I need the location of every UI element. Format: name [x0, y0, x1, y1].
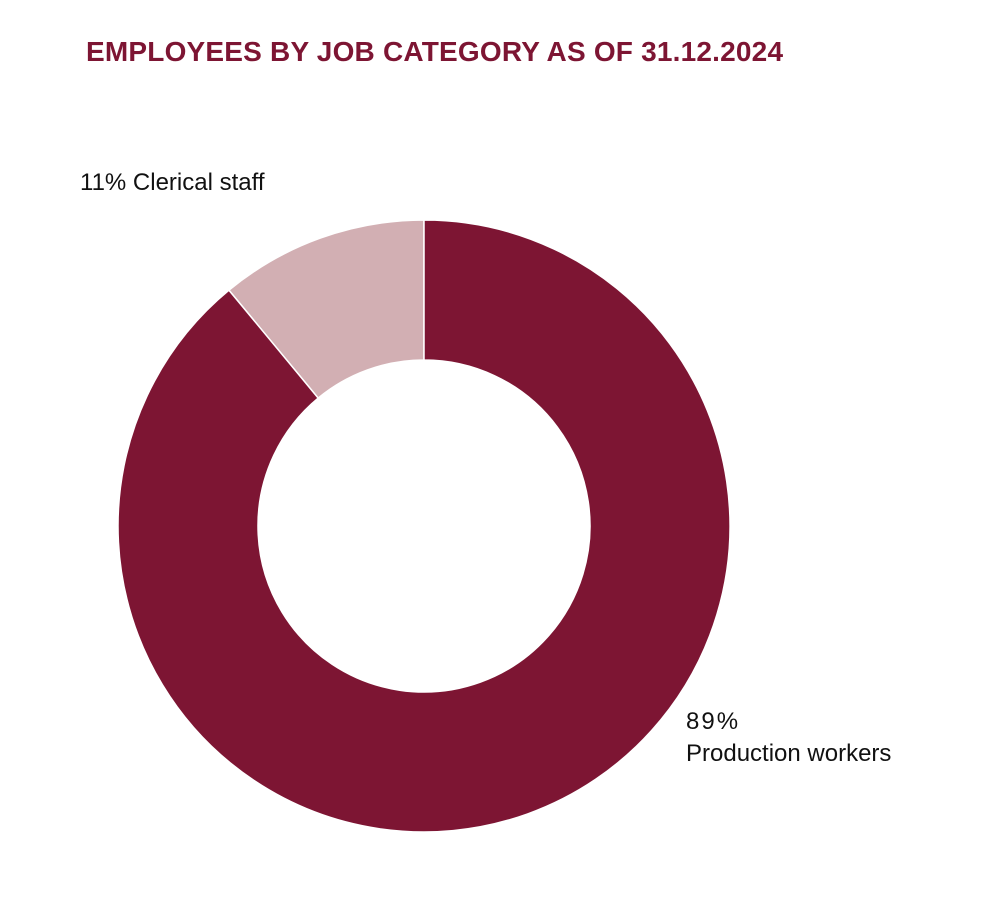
- slice-label-clerical-staff: 11% Clerical staff: [80, 169, 265, 196]
- slice-name-production-workers: Production workers: [686, 740, 892, 767]
- slice-label-production-workers: 89% Production workers: [686, 706, 891, 770]
- slice-pct-production-workers: 89%: [686, 708, 741, 735]
- chart-title: EMPLOYEES BY JOB CATEGORY AS OF 31.12.20…: [86, 36, 784, 67]
- donut-slices: [117, 219, 731, 833]
- donut-slice-production-workers: [117, 219, 731, 833]
